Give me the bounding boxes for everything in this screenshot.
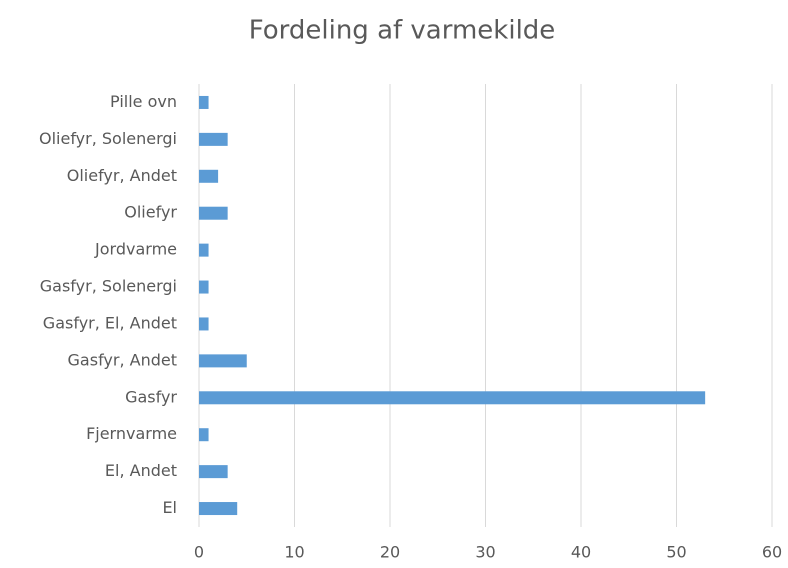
bar <box>199 428 209 442</box>
bar <box>199 132 228 146</box>
x-tick-label: 0 <box>194 543 204 562</box>
x-tick-label: 20 <box>380 543 400 562</box>
y-tick-label: El <box>162 498 177 517</box>
bar <box>199 391 706 405</box>
x-tick-label: 50 <box>666 543 686 562</box>
bar <box>199 206 228 220</box>
bar <box>199 317 209 331</box>
x-tick-label: 10 <box>284 543 304 562</box>
chart-title: Fordeling af varmekilde <box>249 16 556 46</box>
bar <box>199 280 209 294</box>
bar <box>199 354 247 368</box>
y-tick-label: Oliefyr, Andet <box>67 166 177 185</box>
x-tick-label: 60 <box>762 543 782 562</box>
y-tick-label: Gasfyr <box>125 387 177 406</box>
y-tick-label: Pille ovn <box>110 92 177 111</box>
y-tick-label: Gasfyr, Andet <box>68 350 177 369</box>
y-tick-label: Jordvarme <box>94 240 177 259</box>
y-tick-label: Gasfyr, Solenergi <box>40 277 177 296</box>
y-tick-label: Oliefyr, Solenergi <box>39 129 177 148</box>
y-tick-label: Oliefyr <box>124 203 177 222</box>
x-tick-label: 30 <box>475 543 495 562</box>
y-tick-label: Fjernvarme <box>86 424 177 443</box>
bar <box>199 169 219 183</box>
bar <box>199 243 209 257</box>
bar <box>199 465 228 479</box>
y-tick-label: Gasfyr, El, Andet <box>43 313 177 332</box>
bar <box>199 502 238 516</box>
y-tick-label: El, Andet <box>105 461 177 480</box>
bar <box>199 95 209 109</box>
x-tick-label: 40 <box>571 543 591 562</box>
